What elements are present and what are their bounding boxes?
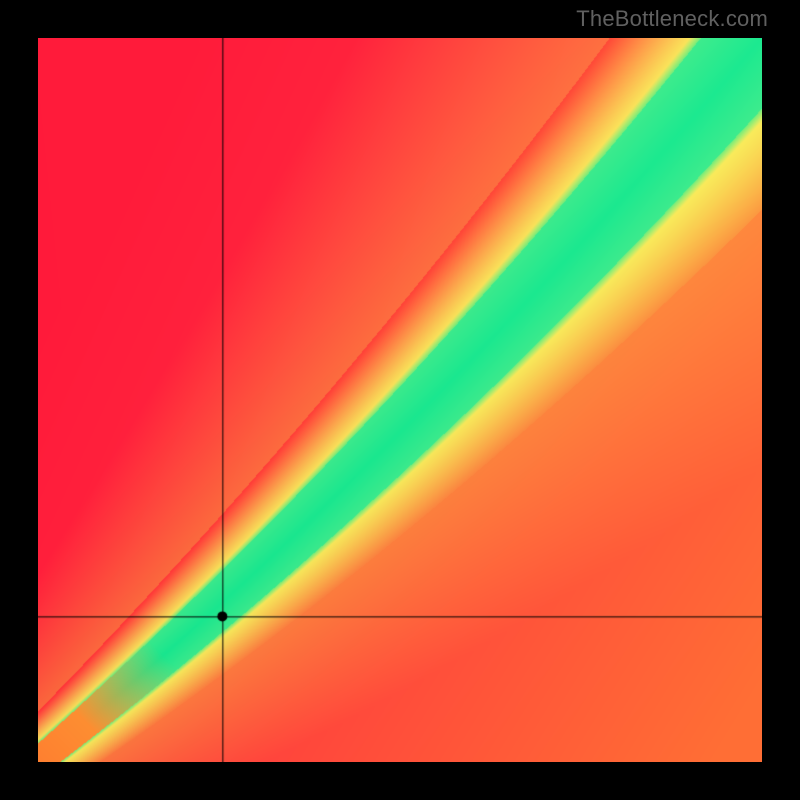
chart-container: TheBottleneck.com xyxy=(0,0,800,800)
watermark-text: TheBottleneck.com xyxy=(576,6,768,32)
heatmap-plot xyxy=(38,38,762,762)
heatmap-canvas xyxy=(38,38,762,762)
